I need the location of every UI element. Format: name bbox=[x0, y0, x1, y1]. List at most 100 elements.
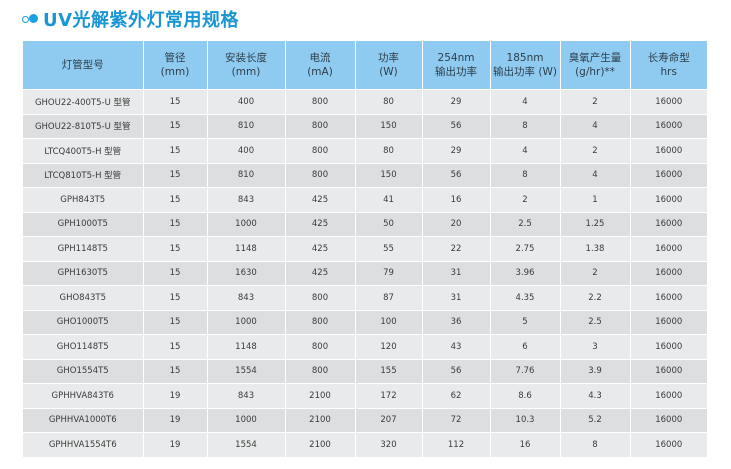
table-cell: 5 bbox=[490, 310, 561, 335]
table-cell: 2 bbox=[560, 89, 631, 115]
table-cell: 800 bbox=[285, 114, 356, 139]
table-cell: 31 bbox=[422, 285, 491, 311]
table-cell: 800 bbox=[285, 334, 356, 360]
table-row: GHO1148T5 15 1148 800 120 43 6 3 16000 bbox=[23, 334, 707, 360]
column-header-line: (mm) bbox=[231, 66, 261, 78]
lamp-model-cell: GHOU22-400T5-U 型管 bbox=[23, 89, 144, 115]
table-cell: 3.9 bbox=[560, 359, 631, 384]
table-row: GPH1630T5 15 1630 425 79 31 3.96 2 16000 bbox=[23, 261, 707, 286]
table-cell: 16 bbox=[490, 432, 561, 458]
table-cell: 1.38 bbox=[560, 236, 631, 262]
table-cell: 16000 bbox=[630, 89, 707, 115]
column-header: 功率 (W) bbox=[355, 41, 423, 90]
table-cell: 150 bbox=[355, 163, 423, 188]
table-cell: 400 bbox=[207, 138, 286, 164]
table-cell: 15 bbox=[143, 236, 208, 262]
table-cell: 2.75 bbox=[490, 236, 561, 262]
table-cell: 56 bbox=[422, 359, 491, 384]
table-cell: 79 bbox=[355, 261, 423, 286]
table-cell: 16000 bbox=[630, 187, 707, 213]
spec-table: 灯管型号 管径 (mm) 安装长度 (mm) 电流 (mA) 功率 (W) 254nm 输出功率 18… bbox=[23, 41, 707, 458]
column-header: 长寿命型 hrs bbox=[630, 41, 707, 90]
column-header: 臭氧产生量 (g/hr)** bbox=[560, 41, 631, 90]
table-cell: 41 bbox=[355, 187, 423, 213]
table-cell: 2.5 bbox=[490, 212, 561, 237]
table-cell: 29 bbox=[422, 138, 491, 164]
column-header-line: 功率 bbox=[378, 52, 399, 64]
table-cell: 19 bbox=[143, 408, 208, 433]
table-cell: 800 bbox=[285, 285, 356, 311]
column-header-line: 电流 bbox=[309, 52, 331, 64]
table-cell: 843 bbox=[207, 285, 286, 311]
table-cell: 4 bbox=[490, 89, 561, 115]
table-cell: 100 bbox=[355, 310, 423, 335]
table-cell: 800 bbox=[285, 310, 356, 335]
table-cell: 15 bbox=[143, 261, 208, 286]
table-cell: 2.2 bbox=[560, 285, 631, 311]
table-cell: 6 bbox=[490, 334, 561, 360]
table-cell: 31 bbox=[422, 261, 491, 286]
table-cell: 112 bbox=[422, 432, 491, 458]
table-row: GPHHVA1554T6 19 1554 2100 320 112 16 8 16000 bbox=[23, 432, 707, 458]
column-header: 254nm 输出功率 bbox=[422, 41, 491, 90]
table-cell: 50 bbox=[355, 212, 423, 237]
table-cell: 16000 bbox=[630, 138, 707, 164]
table-cell: 10.3 bbox=[490, 408, 561, 433]
page-header: UV光解紫外灯常用规格 bbox=[22, 6, 239, 32]
table-cell: 4 bbox=[490, 138, 561, 164]
table-row: GPH1000T5 15 1000 425 50 20 2.5 1.25 16000 bbox=[23, 212, 707, 237]
table-cell: 1148 bbox=[207, 236, 286, 262]
table-row: GPHHVA1000T6 19 1000 2100 207 72 10.3 5.2 16000 bbox=[23, 408, 707, 433]
table-cell: 2100 bbox=[285, 408, 356, 433]
table-cell: 15 bbox=[143, 187, 208, 213]
table-cell: 320 bbox=[355, 432, 423, 458]
column-header-line: 长寿命型 bbox=[647, 52, 690, 64]
table-cell: 15 bbox=[143, 359, 208, 384]
column-header-line: 185nm bbox=[506, 52, 544, 64]
lamp-model-cell: GHO843T5 bbox=[23, 285, 144, 311]
table-cell: 36 bbox=[422, 310, 491, 335]
table-row: GHO1554T5 15 1554 800 155 56 7.76 3.9 16000 bbox=[23, 359, 707, 384]
table-row: LTCQ810T5-H 型管 15 810 800 150 56 8 4 16000 bbox=[23, 163, 707, 188]
table-cell: 800 bbox=[285, 89, 356, 115]
table-cell: 15 bbox=[143, 138, 208, 164]
lamp-model-cell: GHO1148T5 bbox=[23, 334, 144, 360]
table-cell: 8 bbox=[560, 432, 631, 458]
lamp-model-cell: GPHHVA843T6 bbox=[23, 383, 144, 409]
table-cell: 843 bbox=[207, 187, 286, 213]
column-header-line: (W) bbox=[379, 66, 398, 78]
column-header: 管径 (mm) bbox=[143, 41, 208, 90]
table-cell: 87 bbox=[355, 285, 423, 311]
column-header-line: 输出功率 bbox=[435, 66, 477, 78]
table-cell: 80 bbox=[355, 138, 423, 164]
column-header-line: (g/hr)** bbox=[575, 66, 615, 78]
table-cell: 800 bbox=[285, 359, 356, 384]
table-cell: 15 bbox=[143, 285, 208, 311]
table-cell: 3 bbox=[560, 334, 631, 360]
table-cell: 4.35 bbox=[490, 285, 561, 311]
table-cell: 4 bbox=[560, 114, 631, 139]
table-cell: 16000 bbox=[630, 285, 707, 311]
table-cell: 56 bbox=[422, 114, 491, 139]
table-cell: 8.6 bbox=[490, 383, 561, 409]
table-cell: 120 bbox=[355, 334, 423, 360]
table-cell: 16000 bbox=[630, 114, 707, 139]
table-cell: 56 bbox=[422, 163, 491, 188]
lamp-model-cell: GHOU22-810T5-U 型管 bbox=[23, 114, 144, 139]
table-cell: 400 bbox=[207, 89, 286, 115]
table-cell: 1630 bbox=[207, 261, 286, 286]
table-cell: 43 bbox=[422, 334, 491, 360]
column-header-line: 安装长度 bbox=[225, 52, 267, 64]
table-cell: 15 bbox=[143, 163, 208, 188]
table-cell: 810 bbox=[207, 163, 286, 188]
lamp-model-cell: GHO1554T5 bbox=[23, 359, 144, 384]
table-row: GHOU22-400T5-U 型管 15 400 800 80 29 4 2 16000 bbox=[23, 89, 707, 115]
table-cell: 1000 bbox=[207, 212, 286, 237]
lamp-model-cell: GPHHVA1000T6 bbox=[23, 408, 144, 433]
column-header-line: 臭氧产生量 bbox=[568, 52, 622, 64]
table-cell: 2100 bbox=[285, 432, 356, 458]
table-cell: 1 bbox=[560, 187, 631, 213]
table-cell: 7.76 bbox=[490, 359, 561, 384]
table-cell: 19 bbox=[143, 432, 208, 458]
lamp-model-cell: GPHHVA1554T6 bbox=[23, 432, 144, 458]
